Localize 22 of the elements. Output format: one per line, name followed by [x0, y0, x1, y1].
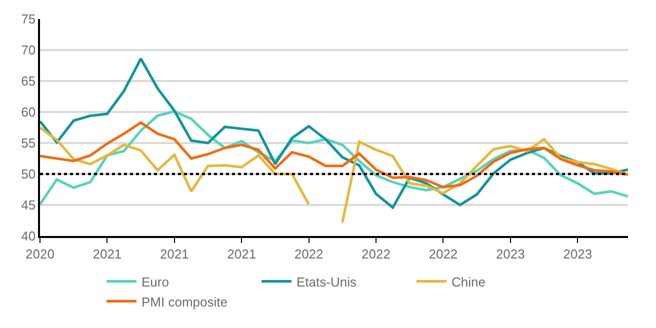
- x-tick-label: 2022: [362, 246, 390, 262]
- legend-label: Etats-Unis: [296, 274, 357, 290]
- y-tick-label: 55: [21, 136, 36, 151]
- y-tick-label: 50: [21, 166, 36, 182]
- x-tick-label: 2021: [92, 246, 122, 262]
- legend-label: Euro: [142, 274, 169, 290]
- legend-label: Chine: [452, 274, 486, 290]
- y-tick-label: 65: [21, 74, 36, 89]
- x-tick-label: 2021: [160, 246, 189, 262]
- y-tick-label: 60: [21, 104, 36, 120]
- x-tick-label: 2022: [428, 246, 458, 262]
- x-tick-label: 2022: [294, 246, 324, 262]
- x-tick-label: 2023: [563, 246, 592, 262]
- x-tick-label: 2021: [227, 246, 256, 262]
- y-tick-label: 45: [21, 198, 36, 213]
- y-tick-label: 70: [21, 42, 36, 58]
- x-tick-label: 2023: [496, 246, 525, 262]
- legend-label: PMI composite: [142, 294, 228, 310]
- y-tick-label: 40: [21, 228, 36, 244]
- line-series: [40, 121, 628, 188]
- x-tick-label: 2020: [26, 246, 54, 262]
- y-tick-label: 75: [21, 12, 36, 27]
